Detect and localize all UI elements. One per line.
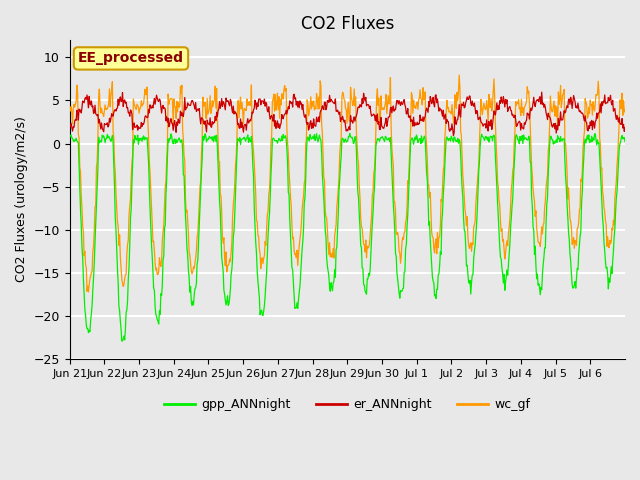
Y-axis label: CO2 Fluxes (urology/m2/s): CO2 Fluxes (urology/m2/s)	[15, 117, 28, 282]
Title: CO2 Fluxes: CO2 Fluxes	[301, 15, 394, 33]
Text: EE_processed: EE_processed	[78, 51, 184, 65]
Legend: gpp_ANNnight, er_ANNnight, wc_gf: gpp_ANNnight, er_ANNnight, wc_gf	[159, 394, 536, 417]
